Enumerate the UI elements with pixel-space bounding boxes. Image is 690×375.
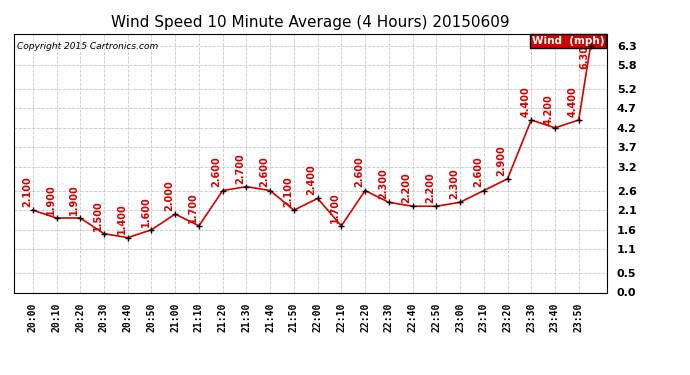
- Text: 2.700: 2.700: [235, 153, 246, 183]
- Text: 2.100: 2.100: [283, 176, 293, 207]
- Text: 4.400: 4.400: [520, 86, 531, 117]
- Text: 2.100: 2.100: [22, 176, 32, 207]
- Text: 1.700: 1.700: [188, 192, 198, 223]
- Text: 2.200: 2.200: [425, 172, 435, 203]
- Text: Wind  (mph): Wind (mph): [532, 36, 604, 46]
- Text: Copyright 2015 Cartronics.com: Copyright 2015 Cartronics.com: [17, 42, 158, 51]
- Text: 1.600: 1.600: [141, 196, 150, 226]
- Text: 2.600: 2.600: [354, 157, 364, 188]
- Text: 2.600: 2.600: [212, 157, 221, 188]
- Text: 1.900: 1.900: [69, 184, 79, 215]
- Text: 2.300: 2.300: [449, 168, 459, 199]
- Text: 1.700: 1.700: [331, 192, 340, 223]
- Text: 2.600: 2.600: [473, 157, 483, 188]
- Text: 6.300: 6.300: [580, 38, 590, 69]
- Text: 2.000: 2.000: [164, 180, 175, 211]
- Title: Wind Speed 10 Minute Average (4 Hours) 20150609: Wind Speed 10 Minute Average (4 Hours) 2…: [111, 15, 510, 30]
- Text: 2.300: 2.300: [378, 168, 388, 199]
- Text: 1.500: 1.500: [93, 200, 103, 231]
- Text: 2.900: 2.900: [497, 145, 506, 176]
- Text: 2.600: 2.600: [259, 157, 269, 188]
- Text: 4.400: 4.400: [568, 86, 578, 117]
- Text: 2.200: 2.200: [402, 172, 412, 203]
- Text: 2.400: 2.400: [306, 165, 317, 195]
- Text: 4.200: 4.200: [544, 94, 554, 125]
- Text: 1.900: 1.900: [46, 184, 56, 215]
- Text: 1.400: 1.400: [117, 204, 127, 234]
